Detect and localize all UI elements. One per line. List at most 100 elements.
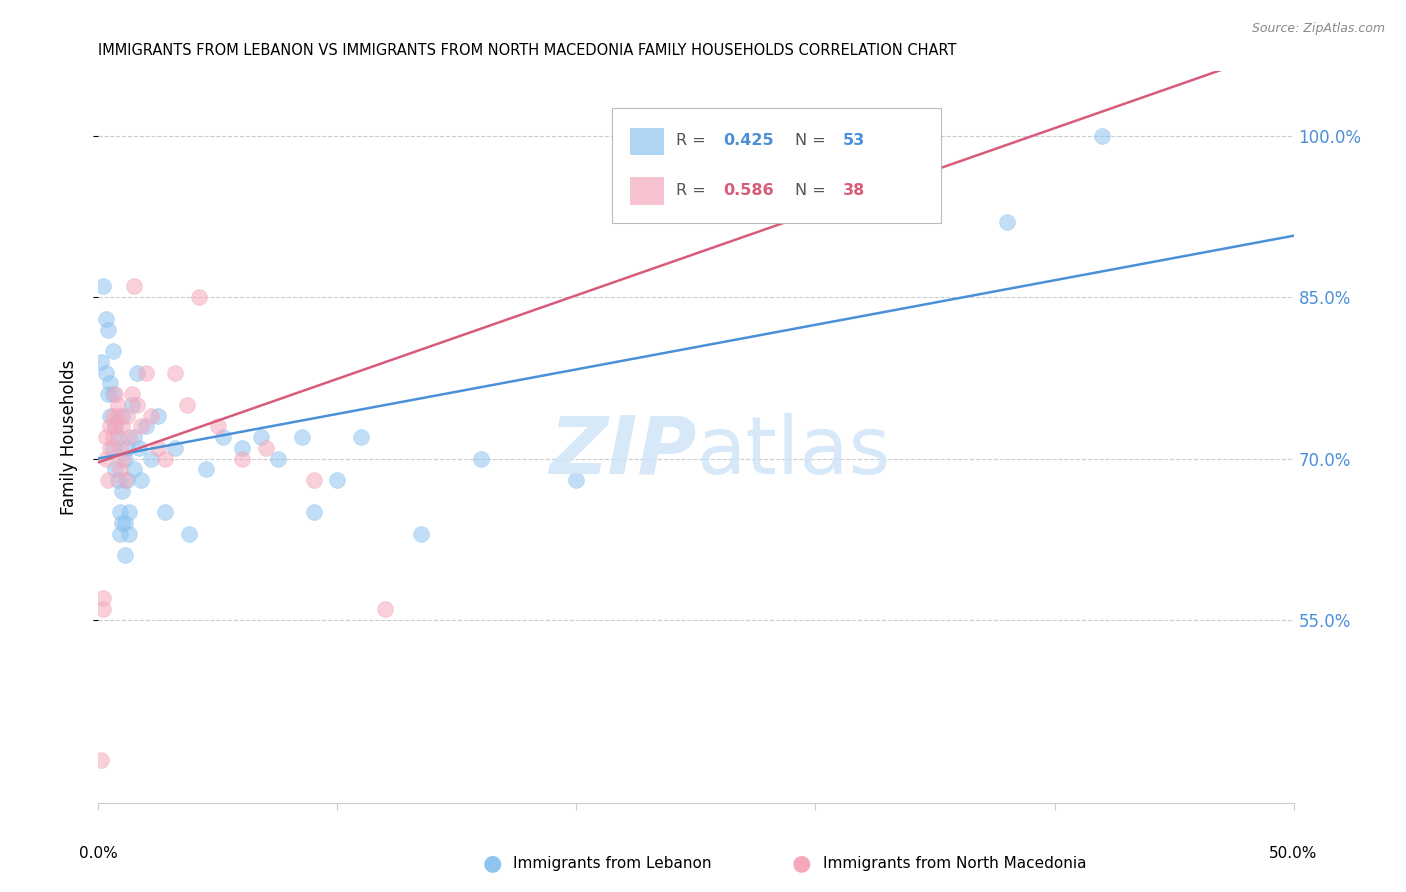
Point — [114, 516, 136, 530]
Point — [139, 451, 162, 466]
Point — [107, 398, 129, 412]
Point — [107, 409, 129, 423]
Text: R =: R = — [676, 183, 710, 198]
Point — [90, 355, 112, 369]
Point — [163, 441, 186, 455]
Point — [90, 753, 112, 767]
Point — [128, 441, 150, 455]
Point — [91, 591, 114, 606]
Text: N =: N = — [796, 183, 831, 198]
Point — [135, 366, 157, 380]
Point — [111, 419, 134, 434]
Point — [131, 419, 153, 434]
Point — [1091, 128, 1114, 143]
FancyBboxPatch shape — [613, 108, 941, 224]
Point — [267, 451, 290, 466]
Text: atlas: atlas — [696, 413, 890, 491]
Point — [207, 419, 229, 434]
Point — [108, 527, 131, 541]
Point — [211, 430, 233, 444]
Point — [97, 473, 120, 487]
Bar — [630, 128, 664, 155]
Point — [176, 398, 198, 412]
Point — [326, 473, 349, 487]
Point — [101, 430, 124, 444]
Text: 53: 53 — [844, 133, 865, 148]
Text: 0.425: 0.425 — [724, 133, 775, 148]
Point — [125, 398, 148, 412]
Text: ZIP: ZIP — [548, 413, 696, 491]
Point — [231, 451, 253, 466]
Point — [194, 462, 218, 476]
Point — [155, 451, 177, 466]
Point — [350, 430, 373, 444]
Point — [101, 441, 124, 455]
Point — [114, 451, 136, 466]
Point — [187, 290, 209, 304]
Point — [111, 483, 134, 498]
Point — [302, 505, 325, 519]
Point — [118, 505, 141, 519]
Point — [98, 441, 122, 455]
Point — [155, 505, 177, 519]
Point — [163, 366, 186, 380]
Point — [709, 128, 731, 143]
Point — [101, 344, 124, 359]
Point — [411, 527, 433, 541]
Point — [104, 462, 127, 476]
Point — [94, 451, 117, 466]
Text: 38: 38 — [844, 183, 865, 198]
Bar — [630, 178, 664, 205]
Point — [91, 602, 114, 616]
Point — [118, 527, 141, 541]
Point — [111, 409, 134, 423]
Point — [121, 398, 143, 412]
Point — [250, 430, 273, 444]
Point — [115, 473, 138, 487]
Point — [108, 505, 131, 519]
Text: IMMIGRANTS FROM LEBANON VS IMMIGRANTS FROM NORTH MACEDONIA FAMILY HOUSEHOLDS COR: IMMIGRANTS FROM LEBANON VS IMMIGRANTS FR… — [98, 43, 957, 58]
Point — [374, 602, 396, 616]
Text: Immigrants from North Macedonia: Immigrants from North Macedonia — [823, 856, 1085, 871]
Point — [98, 409, 122, 423]
Point — [291, 430, 314, 444]
Text: R =: R = — [676, 133, 710, 148]
Point — [101, 409, 124, 423]
Text: 0.0%: 0.0% — [79, 846, 118, 861]
Point — [995, 215, 1018, 229]
Point — [114, 549, 136, 563]
Point — [254, 441, 277, 455]
Point — [124, 279, 146, 293]
Point — [148, 409, 170, 423]
Point — [101, 387, 124, 401]
Point — [111, 516, 134, 530]
Point — [94, 430, 117, 444]
Point — [231, 441, 253, 455]
Point — [565, 473, 588, 487]
Point — [107, 430, 129, 444]
Point — [94, 366, 117, 380]
Point — [104, 387, 127, 401]
Point — [470, 451, 492, 466]
Text: ●: ● — [482, 854, 502, 873]
Point — [104, 419, 127, 434]
Y-axis label: Family Households: Family Households — [59, 359, 77, 515]
Point — [135, 419, 157, 434]
Point — [97, 322, 120, 336]
Point — [121, 387, 143, 401]
Point — [94, 311, 117, 326]
Point — [179, 527, 201, 541]
Point — [148, 441, 170, 455]
Point — [98, 376, 122, 391]
Point — [131, 473, 153, 487]
Text: N =: N = — [796, 133, 831, 148]
Point — [124, 430, 146, 444]
Text: Source: ZipAtlas.com: Source: ZipAtlas.com — [1251, 22, 1385, 36]
Point — [115, 441, 138, 455]
Text: ●: ● — [792, 854, 811, 873]
Point — [108, 441, 131, 455]
Point — [111, 451, 134, 466]
Point — [125, 366, 148, 380]
Point — [115, 409, 138, 423]
Point — [139, 409, 162, 423]
